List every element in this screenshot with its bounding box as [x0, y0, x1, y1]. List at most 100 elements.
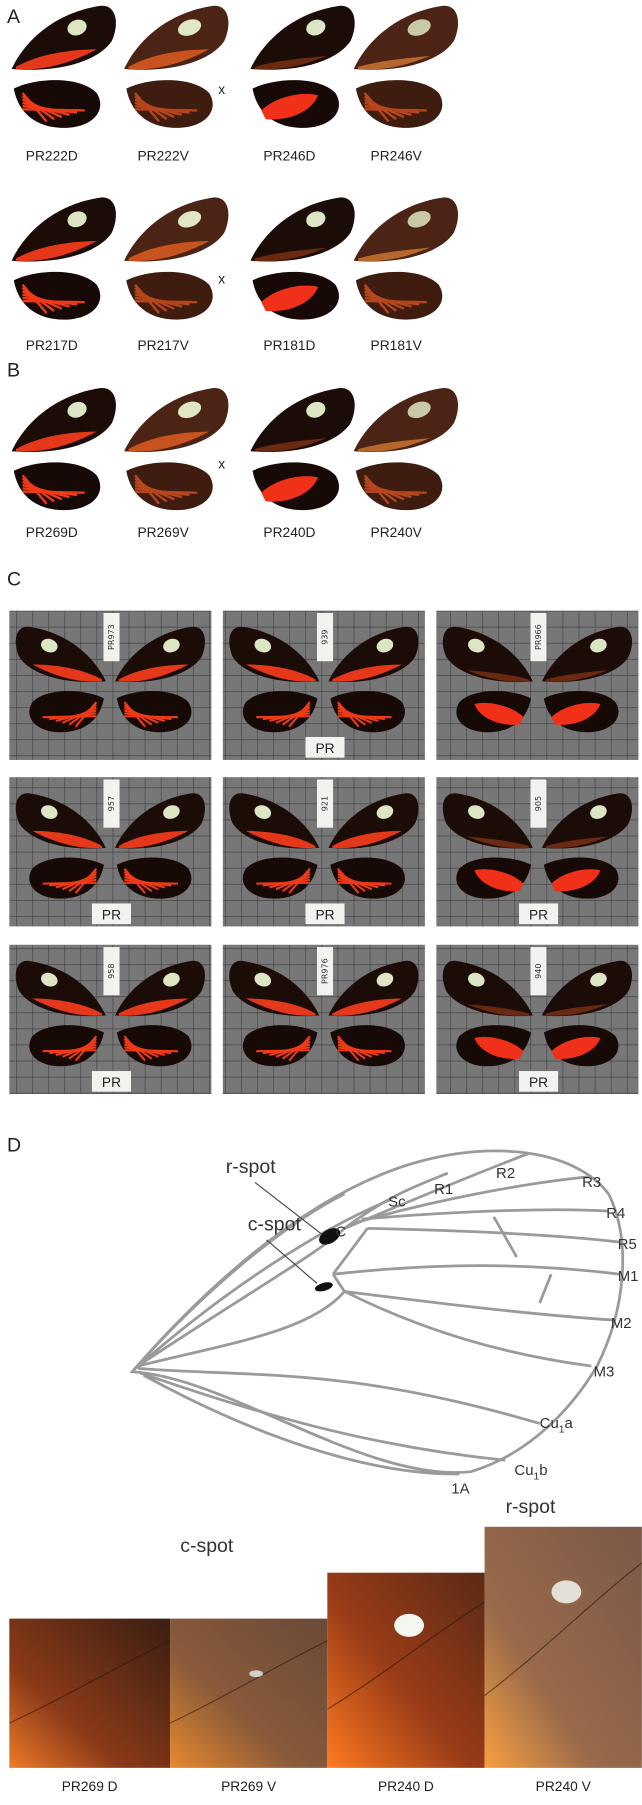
closeup-label: PR269 D	[62, 1779, 118, 1794]
hindwing-ray	[338, 716, 392, 717]
hindwing-ray	[338, 1050, 392, 1051]
panel-label: A	[7, 6, 20, 28]
specimen	[12, 197, 116, 319]
vein-line	[367, 1228, 620, 1242]
panel-label: B	[7, 360, 20, 382]
closeup-image	[170, 1619, 327, 1768]
hindwing-ray	[135, 301, 197, 302]
specimen-label: PR240V	[371, 525, 423, 540]
specimen-label: PR269D	[26, 525, 78, 540]
content: ABCDPR222DPR222VPR246DPR246VxPR217DPR217…	[7, 6, 642, 1794]
specimen	[12, 388, 116, 510]
vein-line	[138, 1368, 540, 1423]
closeup-image	[327, 1573, 484, 1768]
r-spot-image	[551, 1580, 581, 1603]
vein-label: R4	[606, 1205, 625, 1222]
hindwing	[356, 272, 442, 320]
specimen-photo: PR973	[9, 611, 211, 760]
vein-label: M2	[611, 1315, 632, 1332]
specimen-label: PR269V	[138, 525, 190, 540]
hindwing	[356, 462, 442, 510]
vein-label: R2	[496, 1165, 515, 1182]
vein-label: R5	[618, 1236, 637, 1253]
hindwing-ray	[23, 109, 85, 110]
closeup-label: PR240 V	[536, 1779, 592, 1794]
closeup-image	[485, 1527, 642, 1768]
vein-line	[333, 1266, 620, 1275]
specimen	[124, 6, 228, 128]
vein-label: Sc	[388, 1194, 406, 1211]
vein-base: Cu	[514, 1462, 533, 1479]
vein-base: Cu	[540, 1415, 559, 1432]
hindwing	[356, 80, 442, 128]
hindwing-ray	[256, 883, 310, 884]
hindwing-ray	[23, 301, 85, 302]
cross-row: PR269DPR269VPR240DPR240Vx	[12, 388, 458, 540]
r-spot-image	[394, 1614, 424, 1637]
vein-label: M3	[594, 1363, 615, 1380]
hindwing	[14, 272, 100, 320]
specimen-label: PR181D	[263, 338, 315, 353]
hindwing	[14, 80, 100, 128]
specimen-label: PR181V	[371, 338, 423, 353]
hindwing	[253, 272, 339, 320]
hindwing-ray	[124, 883, 178, 884]
specimen-tag: PR966	[534, 624, 543, 650]
panel-label: D	[7, 1134, 21, 1156]
pr-tag: PR	[102, 1075, 121, 1090]
specimen-tag: 957	[107, 796, 116, 811]
figure: ABCDPR222DPR222VPR246DPR246VxPR217DPR217…	[0, 0, 642, 1800]
hindwing	[14, 462, 100, 510]
closeup-image	[9, 1619, 170, 1768]
specimen	[354, 388, 458, 510]
closeup-label: PR240 D	[378, 1779, 434, 1794]
specimen-tag: 958	[107, 964, 116, 979]
specimen	[124, 197, 228, 319]
vein-label: M1	[618, 1268, 639, 1285]
hindwing-ray	[23, 492, 85, 493]
closeup-photo: PR269 D	[9, 1619, 170, 1794]
vein-line	[138, 1291, 345, 1366]
hindwing-ray	[124, 716, 178, 717]
specimen-label: PR246V	[371, 149, 423, 164]
hindwing-ray	[43, 716, 97, 717]
vein-line	[345, 1291, 615, 1320]
specimen-photo: 940 PR	[436, 945, 638, 1094]
pr-tag: PR	[529, 1075, 548, 1090]
specimen-label: PR217V	[138, 338, 190, 353]
closeup-title: r-spot	[506, 1496, 556, 1518]
specimen	[12, 6, 116, 128]
panel-label: C	[7, 568, 21, 590]
specimen	[354, 6, 458, 128]
specimen-label: PR240D	[263, 525, 315, 540]
specimen-photo: 958 PR	[9, 945, 211, 1094]
specimen-tag: 940	[534, 964, 543, 979]
hindwing-ray	[338, 883, 392, 884]
specimen	[250, 6, 354, 128]
callout-label: c-spot	[248, 1214, 302, 1236]
specimen-tag: 905	[534, 796, 543, 811]
specimen	[354, 197, 458, 319]
closeup-photo: PR240 V	[485, 1527, 642, 1794]
specimen-tag: PR976	[320, 958, 329, 984]
pr-tag: PR	[315, 741, 334, 756]
hindwing-ray	[365, 301, 427, 302]
specimen-label: PR246D	[263, 149, 315, 164]
pr-tag: PR	[529, 908, 548, 923]
vein-label: R1	[434, 1181, 453, 1198]
hindwing-ray	[135, 109, 197, 110]
vein-suffix: a	[564, 1415, 573, 1432]
cross-symbol: x	[218, 272, 225, 287]
hindwing	[126, 80, 212, 128]
hindwing-ray	[124, 1050, 178, 1051]
hindwing-ray	[365, 109, 427, 110]
closeup-label: PR269 V	[221, 1779, 277, 1794]
hindwing-ray	[43, 883, 97, 884]
specimen-tag: 921	[320, 796, 329, 811]
vein-suffix: b	[539, 1462, 547, 1479]
closeup-photo: PR269 V	[170, 1619, 327, 1794]
